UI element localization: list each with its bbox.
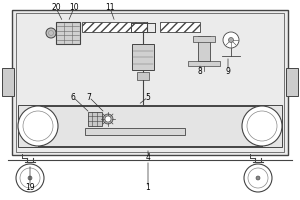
- Text: 6: 6: [70, 92, 75, 102]
- Bar: [193, 36, 215, 42]
- Circle shape: [244, 164, 272, 192]
- Bar: [160, 22, 200, 32]
- Circle shape: [229, 38, 233, 43]
- Circle shape: [16, 164, 44, 192]
- Circle shape: [256, 176, 260, 180]
- Text: 19: 19: [25, 184, 35, 192]
- Bar: [56, 22, 80, 44]
- Bar: [2, 68, 14, 96]
- Circle shape: [18, 106, 58, 146]
- Circle shape: [103, 114, 113, 124]
- Bar: [88, 112, 102, 126]
- Circle shape: [46, 28, 56, 38]
- Text: 7: 7: [87, 92, 92, 102]
- Circle shape: [242, 106, 282, 146]
- Bar: [12, 10, 288, 155]
- Text: 10: 10: [69, 3, 79, 12]
- Circle shape: [223, 32, 239, 48]
- Text: 5: 5: [146, 92, 150, 102]
- Text: 11: 11: [105, 3, 115, 12]
- Bar: [85, 128, 185, 135]
- Bar: [18, 105, 282, 147]
- Text: 4: 4: [146, 152, 150, 162]
- Bar: [188, 61, 220, 66]
- Bar: [198, 36, 210, 61]
- Text: 9: 9: [226, 66, 230, 75]
- Bar: [82, 22, 147, 32]
- Text: 20: 20: [51, 3, 61, 12]
- Bar: [16, 13, 284, 152]
- Circle shape: [28, 176, 32, 180]
- Text: 8: 8: [198, 66, 203, 75]
- Bar: [132, 44, 154, 70]
- Text: 1: 1: [146, 184, 150, 192]
- Bar: [286, 68, 298, 96]
- Circle shape: [105, 116, 111, 122]
- Bar: [137, 72, 149, 80]
